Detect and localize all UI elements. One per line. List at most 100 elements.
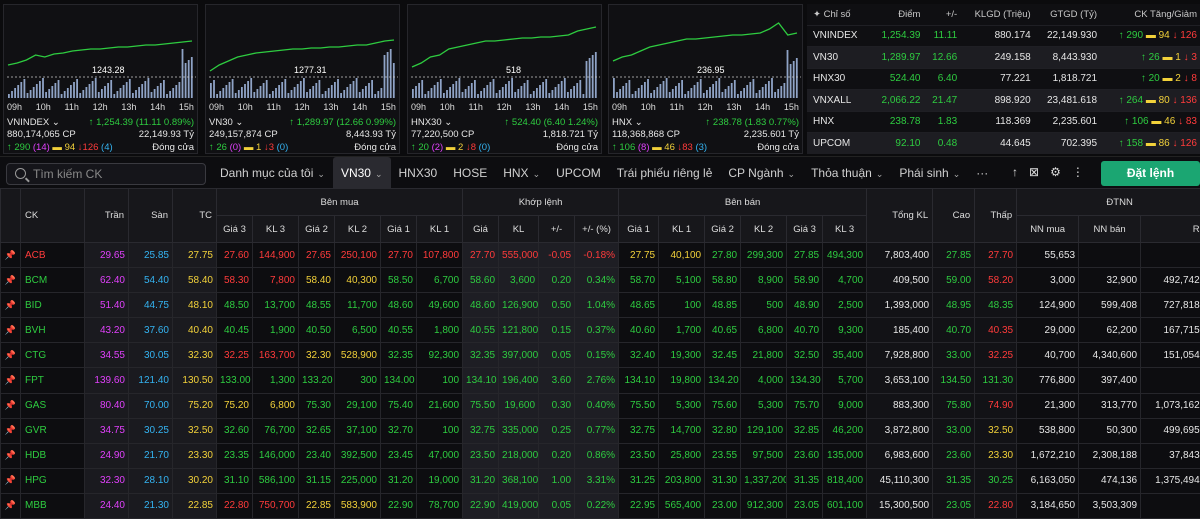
floor: 121.40	[129, 368, 173, 393]
high: 33.00	[933, 343, 975, 368]
ask-price-1: 23.50	[619, 443, 659, 468]
tab-8[interactable]: Thỏa thuận⌄	[803, 157, 891, 189]
ask-vol-1: 203,800	[659, 468, 705, 493]
index-change: 12.66	[923, 47, 960, 69]
tab-6[interactable]: Trái phiếu riêng lẻ	[609, 157, 721, 189]
bid-vol-3: 586,100	[253, 468, 299, 493]
match-pct: 0.37%	[575, 318, 619, 343]
high: 40.70	[933, 318, 975, 343]
bid-vol-1: 100	[417, 368, 463, 393]
pin-icon[interactable]: 📌	[1, 418, 21, 443]
pin-icon[interactable]: 📌	[1, 468, 21, 493]
header-bid-price-2: Giá 2	[299, 216, 335, 243]
index-change: 6.40	[923, 68, 960, 90]
bid-price-1: 48.60	[381, 293, 417, 318]
bid-vol-3: 1,900	[253, 318, 299, 343]
index-row-3: ↑ 26 (0) ▬ 1 ↓3 (0)Đóng cửa	[209, 142, 396, 153]
low: 32.25	[975, 343, 1017, 368]
ask-vol-3: 601,100	[823, 493, 867, 518]
tab-4[interactable]: HNX⌄	[495, 157, 548, 189]
bid-vol-1: 47,000	[417, 443, 463, 468]
symbol: FPT	[21, 368, 85, 393]
ask-price-3: 48.90	[787, 293, 823, 318]
low: 48.35	[975, 293, 1017, 318]
tab-9[interactable]: Phái sinh⌄	[891, 157, 968, 189]
tab-7[interactable]: CP Ngành⌄	[720, 157, 803, 189]
bid-price-2: 58.40	[299, 268, 335, 293]
pin-icon[interactable]: 📌	[1, 493, 21, 518]
total-volume: 409,500	[867, 268, 933, 293]
more-vertical-icon[interactable]: ⋮	[1072, 165, 1084, 179]
pin-icon[interactable]: 📌	[1, 343, 21, 368]
index-name: VN30 ⌄	[209, 117, 243, 128]
gear-icon[interactable]: ⚙	[1050, 165, 1061, 179]
match-pct: -0.18%	[575, 243, 619, 268]
bid-vol-2: 37,100	[335, 418, 381, 443]
ask-vol-1: 40,100	[659, 243, 705, 268]
foreign-room: 37,843,065	[1141, 443, 1200, 468]
floor: 25.85	[129, 243, 173, 268]
breadth: ↑ 20 (2) ▬ 2 ↓8 (0)	[411, 142, 490, 153]
place-order-button[interactable]: Đặt lệnh	[1101, 161, 1200, 186]
arrow-up-icon[interactable]: ↑	[1012, 165, 1018, 179]
header-ck[interactable]: CK	[21, 189, 85, 243]
ask-vol-2: 21,800	[741, 343, 787, 368]
pin-icon[interactable]: 📌	[1, 293, 21, 318]
tab-1[interactable]: VN30⌄	[333, 157, 391, 189]
mini-chart-plot	[206, 5, 401, 100]
match-change: 0.15	[539, 318, 575, 343]
search-input[interactable]: Tìm kiếm CK	[6, 163, 206, 185]
tab-10[interactable]: ···	[968, 157, 996, 189]
index-row-3: ↑ 290 (14) ▬ 94 ↓126 (4)Đóng cửa	[7, 142, 194, 153]
ask-price-3: 134.30	[787, 368, 823, 393]
bid-vol-2: 225,000	[335, 468, 381, 493]
tab-5[interactable]: UPCOM	[548, 157, 609, 189]
pin-icon[interactable]: 📌	[1, 443, 21, 468]
ask-price-1: 31.25	[619, 468, 659, 493]
pin-icon[interactable]: 📌	[1, 268, 21, 293]
high: 134.50	[933, 368, 975, 393]
total-volume: 45,110,300	[867, 468, 933, 493]
index-header: GTGD (Tỷ)	[1034, 4, 1100, 25]
tab-0[interactable]: Danh mục của tôi⌄	[212, 157, 333, 189]
pin-icon[interactable]: 📌	[1, 368, 21, 393]
foreign-sell	[1079, 243, 1141, 268]
symbol: ACB	[21, 243, 85, 268]
floor: 30.05	[129, 343, 173, 368]
bid-price-3: 75.20	[217, 393, 253, 418]
match-change: -0.05	[539, 243, 575, 268]
tab-3[interactable]: HOSE	[445, 157, 495, 189]
bid-vol-1: 21,600	[417, 393, 463, 418]
pin-icon[interactable]: 📌	[1, 243, 21, 268]
tab-2[interactable]: HNX30	[391, 157, 446, 189]
market-status: Đóng cửa	[757, 142, 799, 153]
ask-price-3: 27.85	[787, 243, 823, 268]
pin-icon[interactable]: 📌	[1, 318, 21, 343]
excel-export-icon[interactable]: ⊠	[1029, 165, 1039, 179]
foreign-room: 151,054,618	[1141, 343, 1200, 368]
market-status: Đóng cửa	[152, 142, 194, 153]
pin-icon[interactable]: 📌	[1, 393, 21, 418]
match-vol: 3,600	[499, 268, 539, 293]
